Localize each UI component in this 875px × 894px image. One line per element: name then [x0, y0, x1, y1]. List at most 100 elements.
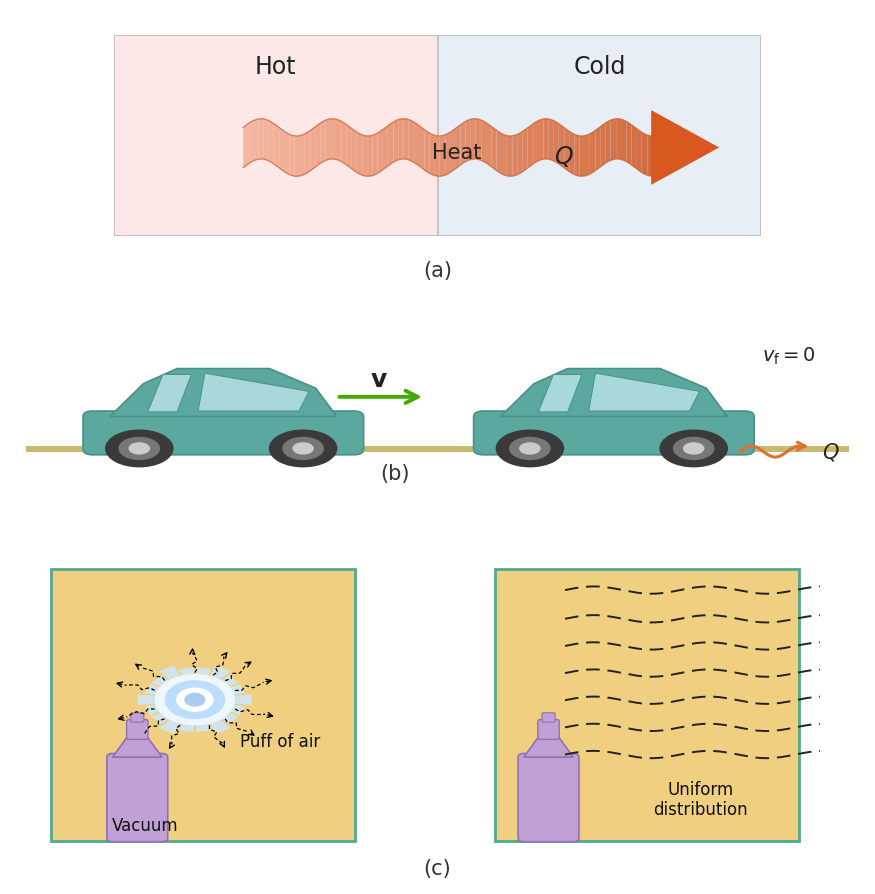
- Circle shape: [660, 431, 727, 468]
- FancyBboxPatch shape: [538, 720, 559, 739]
- Polygon shape: [195, 695, 252, 705]
- Polygon shape: [554, 122, 559, 164]
- Polygon shape: [481, 121, 487, 164]
- Polygon shape: [159, 666, 195, 700]
- Polygon shape: [651, 111, 719, 186]
- Polygon shape: [507, 137, 513, 177]
- Circle shape: [165, 681, 225, 719]
- Circle shape: [119, 438, 159, 460]
- Polygon shape: [487, 123, 492, 168]
- Polygon shape: [460, 122, 466, 165]
- Polygon shape: [145, 685, 195, 700]
- Polygon shape: [575, 135, 579, 177]
- Polygon shape: [352, 130, 357, 173]
- Polygon shape: [524, 738, 573, 757]
- Circle shape: [185, 694, 205, 706]
- Polygon shape: [195, 700, 238, 724]
- Polygon shape: [632, 125, 637, 170]
- Polygon shape: [195, 685, 245, 700]
- Polygon shape: [590, 131, 595, 175]
- Polygon shape: [595, 128, 600, 172]
- Polygon shape: [295, 137, 300, 177]
- Polygon shape: [637, 130, 641, 173]
- FancyBboxPatch shape: [51, 569, 355, 840]
- Polygon shape: [383, 127, 388, 171]
- Polygon shape: [533, 122, 538, 164]
- Text: Puff of air: Puff of air: [240, 733, 320, 751]
- Polygon shape: [388, 122, 394, 167]
- Circle shape: [510, 438, 550, 460]
- Polygon shape: [616, 120, 621, 160]
- Text: Vacuum: Vacuum: [112, 816, 178, 834]
- Polygon shape: [517, 132, 522, 175]
- Polygon shape: [195, 700, 245, 715]
- Polygon shape: [198, 374, 309, 411]
- Polygon shape: [579, 137, 585, 177]
- Bar: [438, 36, 761, 237]
- Polygon shape: [304, 131, 311, 175]
- Polygon shape: [641, 133, 648, 176]
- Polygon shape: [110, 369, 337, 417]
- Polygon shape: [336, 120, 341, 163]
- Text: v: v: [371, 367, 387, 392]
- Polygon shape: [409, 121, 414, 164]
- Circle shape: [177, 688, 213, 712]
- FancyBboxPatch shape: [127, 720, 148, 739]
- Polygon shape: [346, 125, 352, 170]
- Polygon shape: [476, 120, 481, 161]
- Polygon shape: [538, 120, 543, 162]
- Text: Hot: Hot: [255, 55, 297, 79]
- Polygon shape: [178, 700, 195, 732]
- FancyBboxPatch shape: [473, 411, 754, 455]
- Polygon shape: [450, 130, 455, 173]
- Circle shape: [270, 431, 337, 468]
- Polygon shape: [284, 132, 290, 175]
- Polygon shape: [331, 120, 336, 160]
- Polygon shape: [145, 700, 195, 715]
- Polygon shape: [430, 134, 435, 176]
- Polygon shape: [559, 124, 564, 169]
- Bar: [26, 447, 849, 452]
- Polygon shape: [394, 121, 398, 163]
- Circle shape: [156, 675, 235, 725]
- Text: Uniform
distribution: Uniform distribution: [654, 780, 748, 818]
- Text: (a): (a): [423, 261, 452, 281]
- Polygon shape: [311, 128, 315, 172]
- FancyBboxPatch shape: [130, 713, 144, 722]
- Polygon shape: [538, 375, 582, 412]
- Polygon shape: [500, 369, 727, 417]
- Text: (b): (b): [381, 464, 410, 484]
- Polygon shape: [398, 120, 403, 161]
- Polygon shape: [321, 121, 326, 164]
- FancyBboxPatch shape: [518, 754, 579, 842]
- Polygon shape: [274, 124, 279, 169]
- Polygon shape: [300, 135, 304, 177]
- Circle shape: [674, 438, 714, 460]
- Polygon shape: [492, 128, 496, 172]
- Polygon shape: [513, 135, 517, 177]
- Polygon shape: [195, 700, 211, 732]
- Polygon shape: [648, 136, 652, 177]
- Polygon shape: [419, 126, 424, 171]
- FancyBboxPatch shape: [542, 713, 555, 722]
- Polygon shape: [652, 136, 657, 177]
- FancyBboxPatch shape: [83, 411, 364, 455]
- Polygon shape: [279, 129, 284, 173]
- Polygon shape: [549, 120, 554, 162]
- Circle shape: [496, 431, 564, 468]
- Polygon shape: [326, 120, 331, 161]
- Polygon shape: [253, 120, 258, 162]
- Polygon shape: [362, 136, 368, 177]
- Polygon shape: [606, 121, 611, 164]
- Polygon shape: [621, 120, 626, 163]
- Polygon shape: [290, 135, 295, 177]
- Polygon shape: [195, 668, 211, 700]
- Text: $v_\mathrm{f} = 0$: $v_\mathrm{f} = 0$: [762, 346, 816, 367]
- Polygon shape: [138, 695, 195, 705]
- Polygon shape: [151, 676, 195, 700]
- Polygon shape: [403, 120, 409, 161]
- Polygon shape: [496, 131, 502, 175]
- Circle shape: [106, 431, 173, 468]
- Polygon shape: [377, 131, 383, 174]
- Text: Q: Q: [555, 144, 573, 168]
